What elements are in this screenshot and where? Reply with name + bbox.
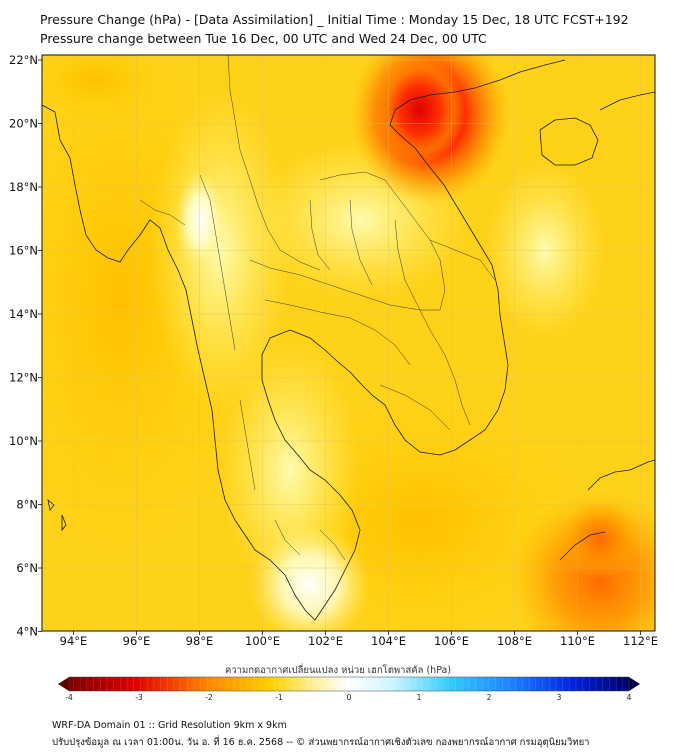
lat-label: 8°N	[16, 498, 38, 512]
lat-label: 18°N	[9, 180, 38, 194]
colorbar-tick-labels: -4 -3 -2 -1 0 1 2 3 4	[65, 693, 631, 700]
pressure-change-map: 22°N 20°N 18°N 16°N 14°N 12°N 10°N 8°N 6°N 4°N 94…	[9, 53, 658, 700]
lon-label: 106°E	[434, 634, 469, 648]
lat-label: 4°N	[16, 625, 38, 639]
colorbar-tick-label: 1	[417, 693, 422, 700]
colorbar-tick-label: -4	[65, 693, 73, 700]
colorbar-tick-label: -1	[275, 693, 283, 700]
lon-axis-labels: 94°E 96°E 98°E 100°E 102°E 104°E 106°E 108°E 110…	[60, 631, 658, 648]
pressure-field	[42, 55, 655, 631]
chart-subtitle: Pressure change between Tue 16 Dec, 00 U…	[40, 31, 487, 46]
colorbar-min-arrow	[58, 677, 69, 691]
lon-label: 96°E	[123, 634, 151, 648]
lat-axis-labels: 22°N 20°N 18°N 16°N 14°N 12°N 10°N 8°N 6°N 4°N	[9, 53, 42, 639]
lon-label: 100°E	[245, 634, 280, 648]
colorbar-tick-label: 3	[557, 693, 562, 700]
lat-label: 14°N	[9, 307, 38, 321]
colorbar: -4 -3 -2 -1 0 1 2 3 4	[58, 676, 640, 700]
lon-label: 110°E	[560, 634, 595, 648]
lat-label: 10°N	[9, 434, 38, 448]
lon-label: 104°E	[371, 634, 406, 648]
colorbar-tick-label: 2	[487, 693, 492, 700]
lon-label: 112°E	[623, 634, 658, 648]
colorbar-tick-label: -3	[135, 693, 143, 700]
colorbar-max-arrow	[629, 677, 640, 691]
colorbar-tick-label: 4	[627, 693, 632, 700]
lon-label: 108°E	[497, 634, 532, 648]
lat-label: 12°N	[9, 371, 38, 385]
admin-borders	[139, 55, 496, 561]
lon-label: 98°E	[186, 634, 214, 648]
colorbar-label: ความกดอากาศเปลี่ยนแปลง หน่วย เฮกโตพาสคัล…	[224, 665, 452, 676]
colorbar-tick-label: 0	[347, 693, 352, 700]
lat-label: 20°N	[9, 117, 38, 131]
lat-label: 16°N	[9, 244, 38, 258]
lon-label: 94°E	[60, 634, 88, 648]
coastline	[42, 59, 655, 621]
lon-label: 102°E	[308, 634, 343, 648]
map-frame	[41, 54, 656, 632]
footer-credit: ปรับปรุงข้อมูล ณ เวลา 01:00น. วัน อ. ที่…	[52, 737, 590, 748]
chart-title: Pressure Change (hPa) - [Data Assimilati…	[40, 12, 629, 27]
colorbar-tick-label: -2	[205, 693, 213, 700]
lat-label: 22°N	[9, 53, 38, 67]
lat-label: 6°N	[16, 561, 38, 575]
footer-model-info: WRF-DA Domain 01 :: Grid Resolution 9km …	[52, 720, 287, 731]
